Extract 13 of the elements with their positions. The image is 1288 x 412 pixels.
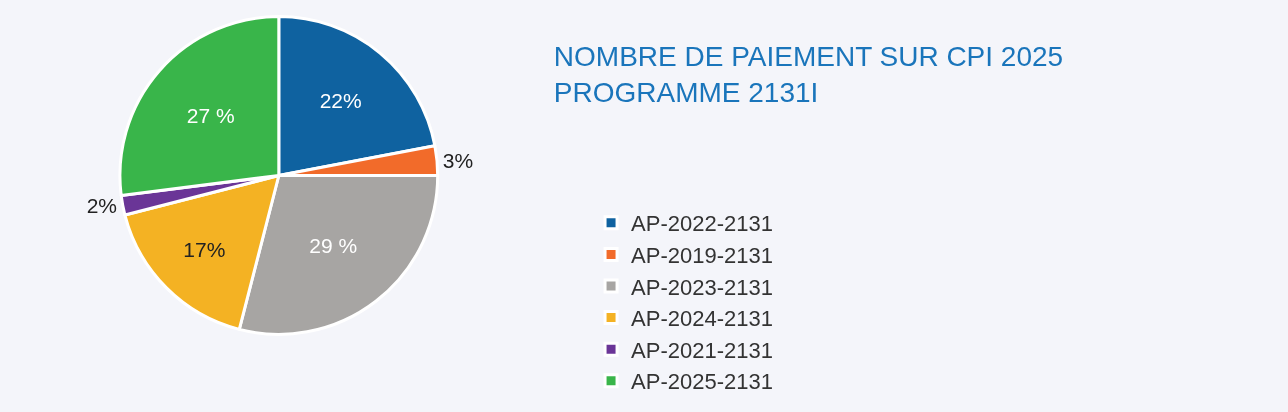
legend-label: AP-2023-2131 <box>631 274 773 300</box>
legend-label: AP-2025-2131 <box>631 369 773 395</box>
data-label: 22% <box>319 89 362 113</box>
legend-label: AP-2019-2131 <box>631 242 773 268</box>
data-label: 3% <box>442 148 474 172</box>
data-label: 27 % <box>186 103 235 127</box>
legend-label: AP-2022-2131 <box>631 211 773 237</box>
data-label: 2% <box>86 194 117 218</box>
text: NOMBRE DE PAIEMENT SUR CPI 2025 PROGRAMME 2131I <box>553 40 1064 109</box>
legend-label: AP-2021-2131 <box>631 337 773 363</box>
data-label: 29 % <box>309 234 358 258</box>
data-label: 17% <box>183 238 226 262</box>
legend-label: AP-2024-2131 <box>631 306 773 332</box>
